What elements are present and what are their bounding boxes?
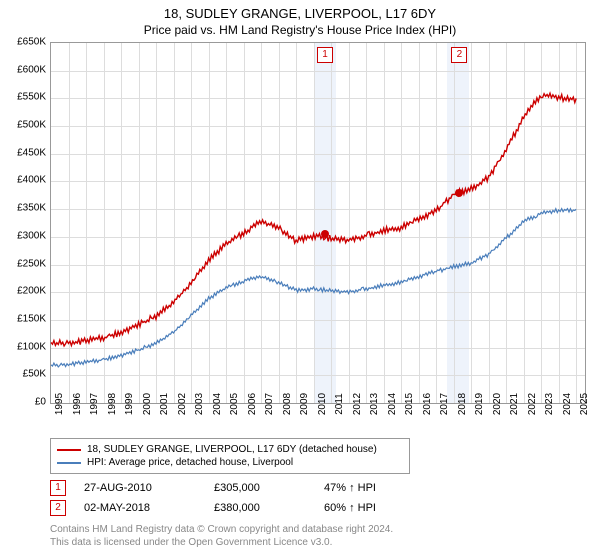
y-axis-label: £650K xyxy=(6,37,46,48)
x-axis-label: 2003 xyxy=(194,393,205,415)
x-axis-label: 2009 xyxy=(299,393,310,415)
y-axis-label: £300K xyxy=(6,230,46,241)
x-axis-label: 2012 xyxy=(352,393,363,415)
x-axis-label: 2002 xyxy=(177,393,188,415)
x-axis-label: 1997 xyxy=(89,393,100,415)
x-axis-label: 2018 xyxy=(457,393,468,415)
x-axis-label: 2017 xyxy=(439,393,450,415)
x-axis-label: 2024 xyxy=(562,393,573,415)
legend-row: 18, SUDLEY GRANGE, LIVERPOOL, L17 6DY (d… xyxy=(57,443,403,456)
x-axis-label: 2004 xyxy=(212,393,223,415)
x-axis-label: 1995 xyxy=(54,393,65,415)
x-axis-label: 2008 xyxy=(282,393,293,415)
y-axis-label: £100K xyxy=(6,341,46,352)
sale-row: 1 27-AUG-2010£305,00047% ↑ HPI xyxy=(50,478,424,498)
x-axis-label: 2006 xyxy=(247,393,258,415)
sale-date: 02-MAY-2018 xyxy=(84,502,214,514)
footer: Contains HM Land Registry data © Crown c… xyxy=(50,524,393,549)
x-axis-label: 2015 xyxy=(404,393,415,415)
sale-flag: 1 xyxy=(317,47,333,63)
sale-pct: 47% ↑ HPI xyxy=(324,482,424,494)
chart-lines xyxy=(51,43,585,403)
legend-swatch xyxy=(57,449,81,451)
series-line xyxy=(51,93,576,346)
y-axis-label: £200K xyxy=(6,286,46,297)
y-axis-label: £0 xyxy=(6,397,46,408)
sale-price: £305,000 xyxy=(214,482,324,494)
sale-row: 2 02-MAY-2018£380,00060% ↑ HPI xyxy=(50,498,424,518)
x-axis-label: 2023 xyxy=(544,393,555,415)
page-title: 18, SUDLEY GRANGE, LIVERPOOL, L17 6DY xyxy=(0,0,600,21)
sales-table: 1 27-AUG-2010£305,00047% ↑ HPI 2 02-MAY-201… xyxy=(50,478,424,518)
legend: 18, SUDLEY GRANGE, LIVERPOOL, L17 6DY (d… xyxy=(50,438,410,474)
x-axis-label: 2010 xyxy=(317,393,328,415)
x-axis-label: 1996 xyxy=(72,393,83,415)
legend-label: 18, SUDLEY GRANGE, LIVERPOOL, L17 6DY (d… xyxy=(87,444,377,455)
footer-line1: Contains HM Land Registry data © Crown c… xyxy=(50,524,393,537)
sale-price: £380,000 xyxy=(214,502,324,514)
sale-marker xyxy=(321,230,329,238)
y-axis-label: £250K xyxy=(6,258,46,269)
x-axis-label: 2013 xyxy=(369,393,380,415)
legend-swatch xyxy=(57,462,81,464)
y-axis-label: £450K xyxy=(6,147,46,158)
y-axis-label: £600K xyxy=(6,64,46,75)
legend-row: HPI: Average price, detached house, Live… xyxy=(57,456,403,469)
page-subtitle: Price paid vs. HM Land Registry's House … xyxy=(0,21,600,37)
sale-pct: 60% ↑ HPI xyxy=(324,502,424,514)
x-axis-label: 2020 xyxy=(492,393,503,415)
x-axis-label: 2021 xyxy=(509,393,520,415)
x-axis-label: 2016 xyxy=(422,393,433,415)
x-axis-label: 2014 xyxy=(387,393,398,415)
sale-row-flag: 1 xyxy=(50,480,66,496)
sale-date: 27-AUG-2010 xyxy=(84,482,214,494)
x-axis-label: 2001 xyxy=(159,393,170,415)
y-axis-label: £500K xyxy=(6,120,46,131)
y-axis-label: £150K xyxy=(6,313,46,324)
y-axis-label: £550K xyxy=(6,92,46,103)
legend-label: HPI: Average price, detached house, Live… xyxy=(87,457,293,468)
chart: 12 xyxy=(50,42,586,404)
x-axis-label: 1999 xyxy=(124,393,135,415)
sale-row-flag: 2 xyxy=(50,500,66,516)
y-axis-label: £50K xyxy=(6,369,46,380)
x-axis-label: 2019 xyxy=(474,393,485,415)
y-axis-label: £350K xyxy=(6,203,46,214)
x-axis-label: 2000 xyxy=(142,393,153,415)
x-axis-label: 2005 xyxy=(229,393,240,415)
x-axis-label: 2011 xyxy=(334,393,345,415)
x-axis-label: 2007 xyxy=(264,393,275,415)
x-axis-label: 1998 xyxy=(107,393,118,415)
sale-marker xyxy=(455,189,463,197)
footer-line2: This data is licensed under the Open Gov… xyxy=(50,537,393,550)
sale-flag: 2 xyxy=(451,47,467,63)
y-axis-label: £400K xyxy=(6,175,46,186)
x-axis-label: 2025 xyxy=(579,393,590,415)
x-axis-label: 2022 xyxy=(527,393,538,415)
